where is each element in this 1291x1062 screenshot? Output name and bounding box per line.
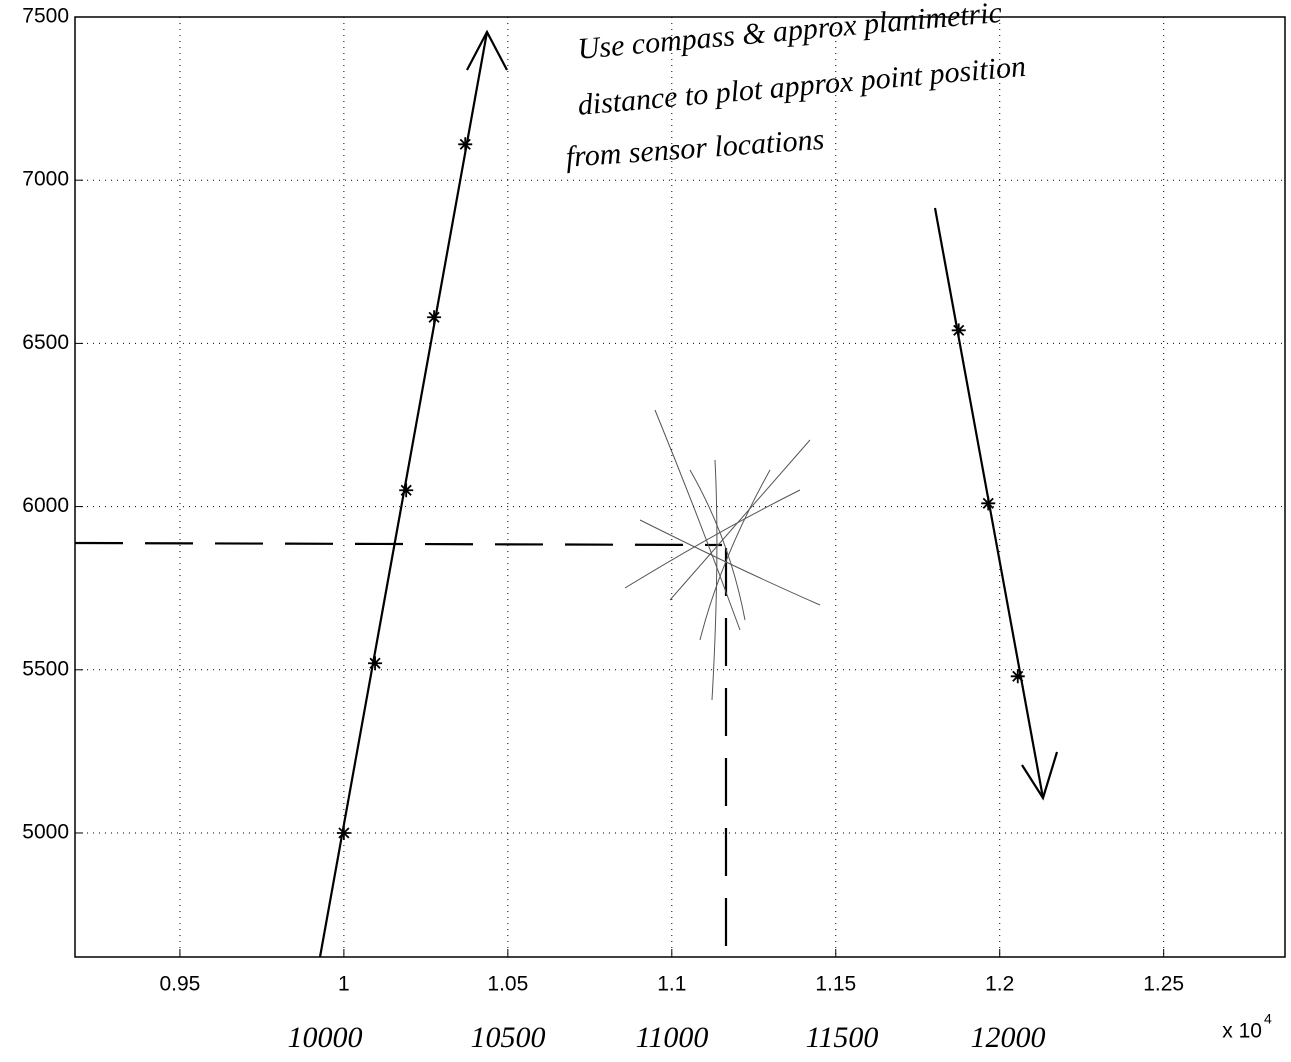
track-left [318, 31, 489, 958]
plot-frame [74, 16, 1286, 958]
arc [669, 439, 811, 601]
arc [689, 469, 746, 621]
arc [711, 459, 718, 701]
point [981, 496, 996, 511]
y-tick-label: 6500 [22, 331, 69, 354]
point [427, 310, 442, 325]
y-tick-label: 7500 [22, 5, 69, 28]
y-tick-label: 5000 [22, 821, 69, 844]
x-tick-label: 1.2 [985, 973, 1014, 996]
arc [624, 489, 801, 589]
arrowhead [1021, 751, 1059, 801]
x-tick-label: 1 [338, 973, 350, 996]
handwritten-label: 12000 [971, 1021, 1046, 1054]
arc [654, 409, 741, 631]
x-tick-label: 0.95 [159, 973, 200, 996]
arc [699, 469, 771, 641]
arc-sketch [624, 409, 821, 701]
handwritten-label: 11000 [636, 1021, 709, 1054]
point [399, 483, 414, 498]
y-tick-label: 5500 [22, 657, 69, 680]
y-tick-label: 6000 [22, 494, 69, 517]
x-tick-label: 1.15 [815, 973, 856, 996]
point [951, 323, 966, 338]
x-tick-label: 1.05 [487, 973, 528, 996]
handwritten-label: 10000 [288, 1021, 363, 1054]
annotation: Use compass & approx planimetric [576, 0, 1003, 66]
x-tick-label: 1.1 [657, 973, 686, 996]
point [458, 137, 473, 152]
point [1010, 669, 1025, 684]
arc [639, 519, 821, 606]
handwritten-label: 11500 [806, 1021, 879, 1054]
point [336, 825, 351, 840]
point [368, 656, 383, 671]
x-tick-label: 1.25 [1143, 973, 1184, 996]
annotation: from sensor locations [565, 123, 826, 174]
annotation: distance to plot approx point position [576, 50, 1027, 122]
y-tick-label: 7000 [22, 168, 69, 191]
crosshair-h [74, 541, 723, 547]
handwritten-label: 10500 [471, 1021, 546, 1054]
x-multiplier-exp: 4 [1264, 1011, 1272, 1027]
arrowhead [466, 29, 508, 71]
x-multiplier: x 10 [1222, 1020, 1262, 1043]
